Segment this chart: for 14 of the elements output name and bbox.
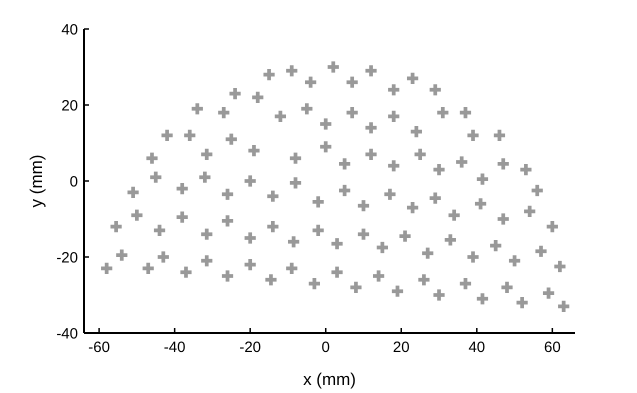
x-axis-title: x (mm) (303, 370, 356, 389)
x-tick-label: 40 (468, 339, 486, 356)
y-tick-label: -40 (56, 325, 78, 342)
x-tick-label: 20 (392, 339, 410, 356)
y-tick-label: 0 (70, 173, 78, 190)
y-tick-label: 20 (61, 97, 78, 114)
x-tick-label: -60 (88, 339, 110, 356)
x-tick-label: -40 (164, 339, 186, 356)
x-tick-label: -20 (239, 339, 262, 356)
y-tick-label: -20 (56, 249, 78, 266)
y-tick-label: 40 (61, 21, 78, 38)
y-axis-title: y (mm) (27, 154, 46, 208)
x-tick-label: 60 (544, 339, 561, 356)
x-tick-label: 0 (322, 339, 330, 356)
